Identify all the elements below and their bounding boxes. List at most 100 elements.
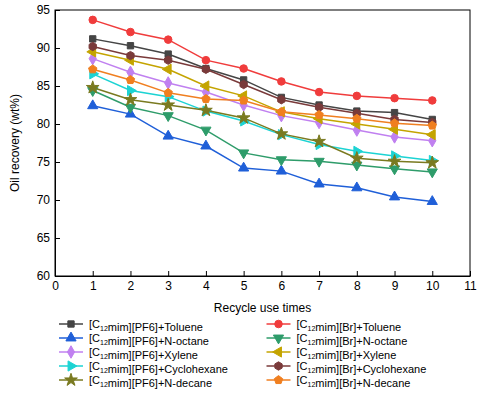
- legend-item: [C12mim][PF6]+Cyclohexane: [59, 360, 228, 375]
- tick: 3: [165, 271, 172, 293]
- marker: [276, 157, 286, 166]
- frame: [55, 10, 470, 276]
- legend-item: [C12mim][PF6]+Toluene: [59, 318, 203, 333]
- tick-mark: [55, 200, 60, 201]
- legend-item: [C12mim][Br]+N-octane: [267, 332, 408, 347]
- legend-item: [C12mim][Br]+Xylene: [267, 346, 397, 361]
- marker: [350, 152, 363, 164]
- tick-label: 4: [203, 279, 210, 293]
- tick-label: 95: [37, 3, 51, 17]
- tick: 8: [354, 271, 361, 293]
- tick-label: 11: [464, 279, 477, 293]
- marker: [278, 78, 286, 86]
- legend-marker: [273, 347, 282, 357]
- marker: [353, 92, 361, 100]
- tick-mark: [55, 238, 60, 239]
- marker: [428, 97, 436, 105]
- tick: 2: [128, 271, 135, 293]
- tick: 9: [392, 271, 399, 293]
- marker: [315, 88, 323, 96]
- tick: 70: [37, 193, 60, 207]
- tick-label: 5: [241, 279, 248, 293]
- legend-marker: [275, 362, 282, 370]
- tick: 65: [37, 231, 60, 245]
- tick-mark: [244, 271, 245, 276]
- tick-label: 90: [37, 41, 51, 55]
- tick-label: 0: [52, 279, 59, 293]
- legend: [C12mim][PF6]+Toluene [C12mim][Br]+Toluen…: [59, 318, 426, 389]
- tick-mark: [206, 271, 207, 276]
- marker: [353, 114, 361, 122]
- legend-marker: [68, 361, 77, 371]
- tick-label: 6: [279, 279, 286, 293]
- marker: [390, 119, 398, 127]
- tick-label: 1: [90, 279, 97, 293]
- series-line: [93, 88, 433, 163]
- legend-marker: [273, 335, 283, 344]
- tick-mark: [319, 271, 320, 276]
- tick: 75: [37, 155, 60, 169]
- marker: [201, 140, 211, 149]
- tick-label: 70: [37, 193, 51, 207]
- marks: [86, 16, 438, 204]
- tick: 80: [37, 117, 60, 131]
- marker: [314, 178, 324, 187]
- marker: [237, 111, 250, 123]
- series-line: [93, 69, 433, 125]
- marker: [388, 155, 401, 167]
- legend-label: [C12mim][PF6]+N-decane: [89, 374, 212, 389]
- tick-mark: [395, 271, 396, 276]
- tick: 11: [464, 271, 477, 293]
- tick-label: 85: [37, 79, 51, 93]
- tick-mark: [93, 271, 94, 276]
- y-axis: 6065707580859095: [37, 3, 60, 283]
- tick-label: 9: [392, 279, 399, 293]
- legend-marker: [66, 332, 76, 341]
- x-axis-title: Recycle use times: [214, 301, 311, 315]
- tick-label: 10: [426, 279, 440, 293]
- marker: [125, 104, 135, 113]
- marker: [163, 113, 173, 122]
- chart: 012345678910116065707580859095Recycle us…: [0, 0, 484, 396]
- tick: 10: [426, 271, 440, 293]
- marker: [315, 110, 323, 118]
- marker: [88, 100, 98, 109]
- tick-mark: [357, 271, 358, 276]
- marker: [162, 98, 175, 110]
- legend-label: [C12mim][PF6]+N-octane: [89, 332, 209, 347]
- legend-marker: [65, 373, 78, 385]
- marker: [200, 104, 213, 116]
- marker: [201, 127, 211, 136]
- tick-mark: [55, 124, 60, 125]
- legend-label: [C12mim][Br]+Toluene: [297, 318, 402, 333]
- marker: [163, 130, 173, 139]
- tick-label: 7: [316, 279, 323, 293]
- marker: [202, 56, 210, 64]
- x-axis: 0 1 2 3 4 5 6 7 8 9 10 11: [52, 271, 477, 293]
- marker: [277, 107, 285, 115]
- tick-label: 2: [128, 279, 135, 293]
- marker: [165, 56, 172, 64]
- marker: [314, 158, 324, 167]
- marker: [164, 88, 172, 96]
- marker: [126, 76, 134, 84]
- series-line: [93, 39, 433, 120]
- tick-mark: [55, 162, 60, 163]
- tick-label: 65: [37, 231, 51, 245]
- marker: [240, 65, 248, 73]
- marker: [275, 127, 288, 139]
- marker: [124, 93, 137, 105]
- tick: 7: [316, 271, 323, 293]
- marker: [239, 150, 249, 159]
- tick: 4: [203, 271, 210, 293]
- marker: [164, 36, 172, 44]
- legend-label: [C12mim][PF6]+Xylene: [89, 346, 198, 361]
- marker: [89, 16, 97, 24]
- tick-mark: [432, 271, 433, 276]
- tick: 5: [241, 271, 248, 293]
- marker: [127, 28, 135, 36]
- legend-item: [C12mim][PF6]+N-octane: [59, 332, 209, 347]
- marker: [427, 169, 437, 178]
- marker: [239, 162, 249, 171]
- axis-line: [56, 276, 471, 277]
